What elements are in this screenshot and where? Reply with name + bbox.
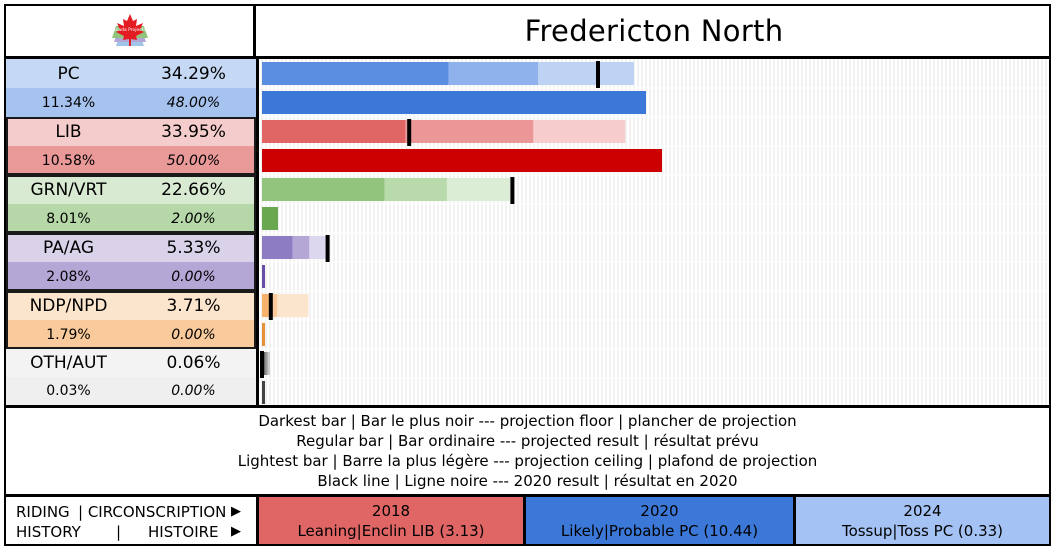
party-high-pa: 0.00% [131,262,256,291]
marker-2020-lib [407,119,412,146]
history-year: 2020 [640,501,679,520]
bar-previous-pc [262,91,646,114]
party-name-oth: OTH/AUT [6,349,131,377]
marker-2020-pa-ag [325,235,330,262]
party-name-grn: GRN/VRT [6,175,131,204]
bar-floor-ndp-npd [262,294,269,317]
party-name-pc: PC [6,59,131,88]
divider [6,494,1049,497]
history-label-circonscription: | CIRCONSCRIPTION [78,503,227,521]
history-2024: 2024 Tossup|Toss PC (0.33) [793,497,1049,544]
history-label-riding: RIDING [16,503,70,521]
party-projection-ndp: 3.71% [131,291,256,320]
divider [6,405,1049,408]
party-low-pc: 11.34% [6,88,131,117]
party-projection-pa: 5.33% [131,233,256,262]
history-result: Tossup|Toss PC (0.33) [841,521,1004,540]
marker-2020-ndp-npd [268,293,273,320]
bar-previous-lib [262,149,662,172]
riding-history: RIDING | CIRCONSCRIPTION ▶ HISTORY | HIS… [6,497,1049,544]
party-high-oth: 0.00% [131,377,256,405]
history-label: RIDING | CIRCONSCRIPTION ▶ HISTORY | HIS… [6,497,256,544]
history-year: 2018 [371,501,411,520]
party-high-grn: 2.00% [131,204,256,233]
history-year: 2024 [903,501,942,520]
bar-floor-lib [262,120,406,143]
arrow-right-icon: ▶ [231,524,241,539]
legend-line-floor: Darkest bar | Bar le plus noir --- proje… [258,412,797,430]
bar-previous-ndp-npd [262,323,265,346]
history-2020: 2020 Likely|Probable PC (10.44) [523,497,793,544]
riding-projection-card: Canada Projection Fredericton North PC 3… [4,4,1051,546]
party-low-lib: 10.58% [6,146,131,175]
legend-line-result: Regular bar | Bar ordinaire --- projecte… [296,432,759,450]
marker-2020-grn-vrt [510,177,515,204]
party-name-lib: LIB [6,117,131,146]
bar-previous-pa-ag [262,265,265,288]
party-low-pa: 2.08% [6,262,131,291]
party-low-ndp: 1.79% [6,320,131,349]
history-label-histoire: HISTOIRE [148,523,219,541]
party-projection-pc: 34.29% [131,59,256,88]
party-projection-lib: 33.95% [131,117,256,146]
history-result: Likely|Probable PC (10.44) [560,521,759,540]
divider [6,56,1049,59]
party-high-pc: 48.00% [131,88,256,117]
bar-previous-oth-aut [262,381,265,404]
logo-cell: Canada Projection [6,6,256,56]
party-projection-grn: 22.66% [131,175,256,204]
history-label-separator: | [116,523,122,541]
party-low-oth: 0.03% [6,377,131,405]
party-projection-oth: 0.06% [131,349,256,377]
party-table: PC 34.29% 11.34% 48.00% LIB 33.95% 10.58… [6,59,256,405]
arrow-right-icon: ▶ [231,504,241,519]
bar-floor-grn-vrt [262,178,385,201]
legend-line-ceiling: Lightest bar | Barre la plus légère --- … [237,452,818,470]
maple-leaf-icon: Canada Projection [110,14,151,46]
marker-2020-pc [596,61,600,88]
svg-text:Canada Projection: Canada Projection [110,27,151,33]
bar-floor-pa-ag [262,236,293,259]
page-title: Fredericton North [524,14,784,48]
chart-legend: Darkest bar | Bar le plus noir --- proje… [6,408,1049,494]
party-low-grn: 8.01% [6,204,131,233]
history-2018: 2018 Leaning|Enclin LIB (3.13) [256,497,523,544]
bar-floor-pc [262,62,449,85]
bar-previous-grn-vrt [262,207,278,230]
history-label-history: HISTORY [16,523,81,541]
legend-line-2020: Black line | Ligne noire --- 2020 result… [317,472,738,490]
history-result: Leaning|Enclin LIB (3.13) [297,521,485,540]
party-name-pa: PA/AG [6,233,131,262]
marker-2020-oth-aut [260,351,264,378]
party-high-ndp: 0.00% [131,320,256,349]
projection-chart-svg [259,59,1049,405]
projection-chart [256,59,1049,405]
party-name-ndp: NDP/NPD [6,291,131,320]
party-high-lib: 50.00% [131,146,256,175]
